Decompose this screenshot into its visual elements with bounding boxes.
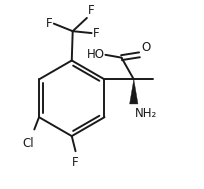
Text: F: F <box>72 156 79 169</box>
Text: F: F <box>46 17 53 30</box>
Text: HO: HO <box>86 48 104 61</box>
Text: NH₂: NH₂ <box>135 107 157 120</box>
Polygon shape <box>130 79 138 104</box>
Text: O: O <box>141 41 151 54</box>
Text: F: F <box>93 27 99 40</box>
Text: Cl: Cl <box>23 137 34 150</box>
Text: F: F <box>88 4 94 17</box>
